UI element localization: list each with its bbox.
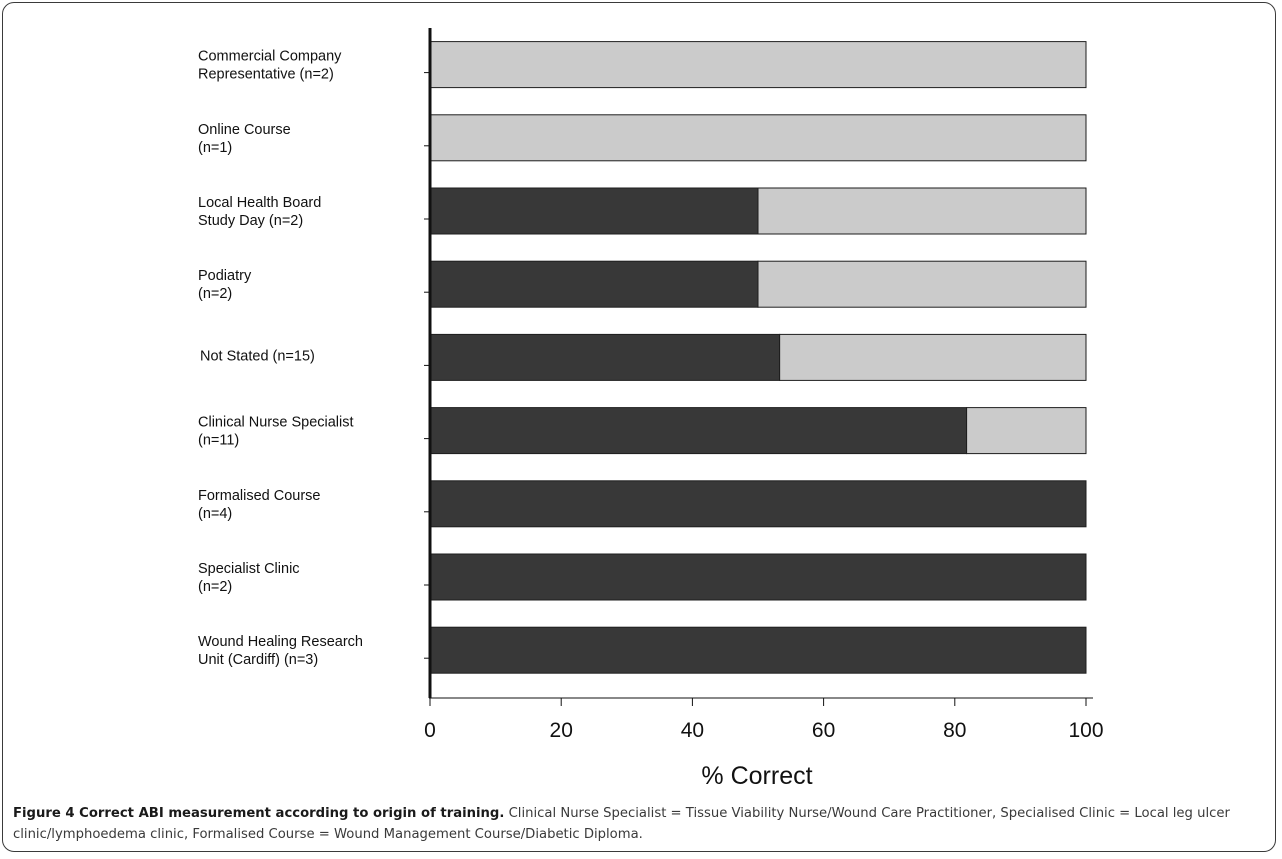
bar-segment-dark-2 <box>429 187 759 235</box>
category-label-0: Commercial Company Representative (n=2) <box>198 49 342 83</box>
bar-segment-light-0 <box>429 41 1087 89</box>
caption-title: Figure 4 Correct ABI measurement accordi… <box>13 806 505 821</box>
bar-chart: Commercial Company Representative (n=2) On… <box>198 28 1104 790</box>
category-label-1: Online Course (n=1) <box>198 122 291 156</box>
x-tick-label-1: 20 <box>550 719 573 742</box>
category-label-3: Podiatry (n=2) <box>198 268 252 302</box>
figure-caption: Figure 4 Correct ABI measurement accordi… <box>13 803 1275 845</box>
bar-segment-dark-5 <box>429 407 968 455</box>
category-label-8: Wound Healing Research Unit (Cardiff) (n=… <box>198 634 363 668</box>
bar-segment-dark-7 <box>429 553 1087 601</box>
bar-segment-dark-6 <box>429 480 1087 528</box>
category-label-6: Formalised Course (n=4) <box>198 488 321 522</box>
x-tick-label-4: 80 <box>943 719 966 742</box>
bar-segment-light-4 <box>779 333 1087 381</box>
x-tick-label-5: 100 <box>1068 719 1103 742</box>
bar-segment-light-2 <box>757 187 1087 235</box>
x-tick-label-3: 60 <box>812 719 835 742</box>
x-tick-label-2: 40 <box>681 719 704 742</box>
bar-segment-dark-3 <box>429 260 759 308</box>
x-axis-title: % Correct <box>701 762 812 790</box>
bar-segment-light-1 <box>429 114 1087 162</box>
category-label-4: Not Stated (n=15) <box>200 348 315 364</box>
x-tick-label-0: 0 <box>424 719 436 742</box>
axes <box>424 28 1093 706</box>
category-labels: Commercial Company Representative (n=2) On… <box>198 49 363 669</box>
x-tick-labels: 0 20 40 60 80 100 <box>424 719 1103 742</box>
caption-text: Clinical Nurse Specialist = Tissue Viabi… <box>13 806 1230 842</box>
category-label-7: Specialist Clinic (n=2) <box>198 561 300 595</box>
bar-segment-light-3 <box>757 260 1087 308</box>
category-label-2: Local Health Board Study Day (n=2) <box>198 195 321 229</box>
bar-segment-dark-8 <box>429 626 1087 674</box>
bars-group <box>429 41 1087 674</box>
category-label-5: Clinical Nurse Specialist (n=11) <box>198 415 354 449</box>
bar-segment-dark-4 <box>429 333 781 381</box>
bar-segment-light-5 <box>966 407 1087 455</box>
